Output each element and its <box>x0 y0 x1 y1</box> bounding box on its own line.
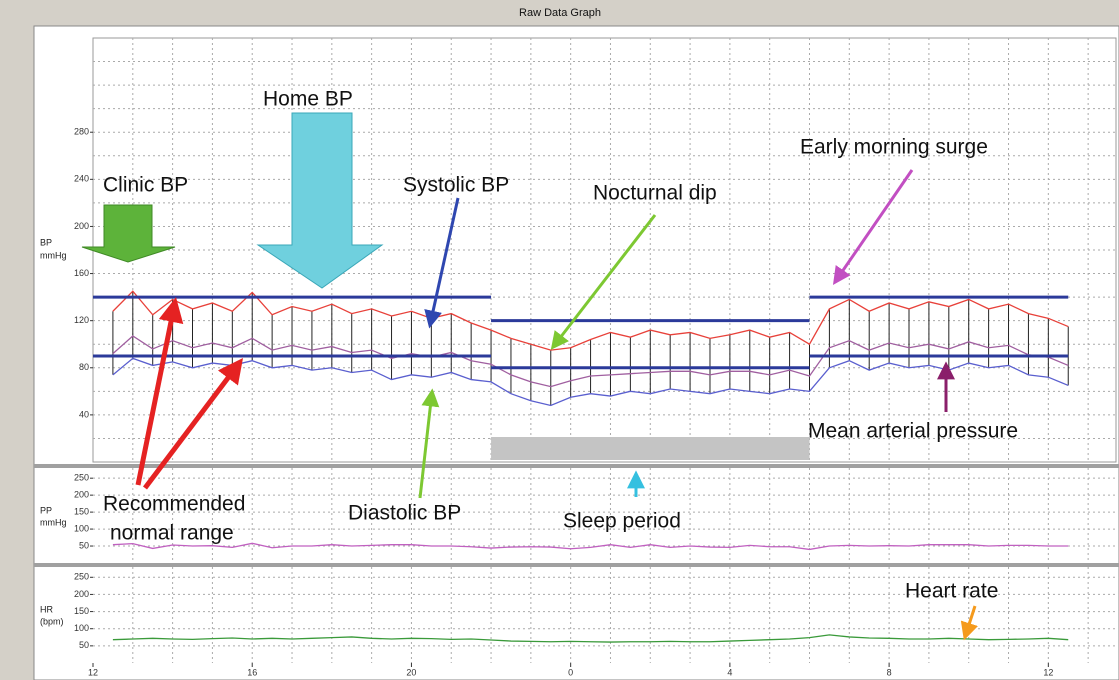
series-line <box>112 357 1069 407</box>
y-tick-label: 100 <box>74 523 89 533</box>
arrow <box>135 297 184 486</box>
y-tick-label: 40 <box>79 409 89 419</box>
y-tick-label: 150 <box>74 506 89 516</box>
clinic-arrow <box>81 204 176 263</box>
series-line <box>112 335 1069 388</box>
annotation: Mean arterial pressure <box>808 420 1018 443</box>
annotation: Heart rate <box>905 580 998 603</box>
series-line <box>112 634 1069 643</box>
y-tick-label: 250 <box>74 572 89 582</box>
window-title: Raw Data Graph <box>519 7 601 19</box>
x-tick-label: 20 <box>406 667 416 677</box>
x-tick-label: 12 <box>88 667 98 677</box>
arrow <box>832 169 914 285</box>
panel-divider <box>34 464 1119 468</box>
y-tick-label: 100 <box>74 623 89 633</box>
y-tick-label: 80 <box>79 362 89 372</box>
y-tick-label: 50 <box>79 540 89 550</box>
y-tick-label: 50 <box>79 640 89 650</box>
annotation: Clinic BP <box>103 174 188 197</box>
y-axis-label: mmHg <box>40 517 67 527</box>
y-axis-label: (bpm) <box>40 616 64 626</box>
y-tick-label: 240 <box>74 174 89 184</box>
y-tick-label: 200 <box>74 490 89 500</box>
arrow <box>960 605 978 641</box>
panel: PP mmHg 50 100 150 200 250 <box>40 468 1116 563</box>
y-tick-label: 250 <box>74 473 89 483</box>
panel-divider <box>34 563 1119 567</box>
sleep-period <box>491 437 810 460</box>
annotation: Home BP <box>263 88 353 111</box>
x-tick-label: 0 <box>568 667 573 677</box>
annotation: Systolic BP <box>403 174 509 197</box>
annotation: Nocturnal dip <box>593 182 717 205</box>
y-tick-label: 150 <box>74 606 89 616</box>
y-tick-label: 120 <box>74 315 89 325</box>
annotation: normal range <box>110 522 234 545</box>
annotations: Home BP Clinic BP Systolic BP Nocturnal dip… <box>81 88 1018 641</box>
series-line <box>112 542 1069 551</box>
home-arrow <box>256 112 384 289</box>
arrow <box>418 388 440 499</box>
x-tick-label: 12 <box>1043 667 1053 677</box>
series-line <box>112 290 1069 351</box>
annotation: Recommended <box>103 493 245 516</box>
annotation: Early morning surge <box>800 136 988 159</box>
y-axis-label: BP <box>40 237 52 247</box>
arrow <box>550 214 657 350</box>
annotation: Sleep period <box>563 510 681 533</box>
y-tick-label: 200 <box>74 221 89 231</box>
plots: BPmmHg4080120160200240280PPmmHg501001502… <box>40 38 1116 677</box>
x-tick-label: 8 <box>887 667 892 677</box>
arrow <box>143 358 244 490</box>
y-axis-label: HR <box>40 604 53 614</box>
y-axis-label: mmHg <box>40 250 67 260</box>
y-tick-label: 200 <box>74 589 89 599</box>
x-tick-label: 16 <box>247 667 257 677</box>
panel: BP mmHg 40 80 120 160 200 240 280 <box>40 38 1116 462</box>
x-tick-label: 4 <box>727 667 732 677</box>
y-tick-label: 160 <box>74 268 89 278</box>
y-axis-label: PP <box>40 505 52 515</box>
y-tick-label: 280 <box>74 127 89 137</box>
annotation: Diastolic BP <box>348 502 461 525</box>
title-bar <box>0 0 1119 24</box>
arrow <box>424 197 460 329</box>
